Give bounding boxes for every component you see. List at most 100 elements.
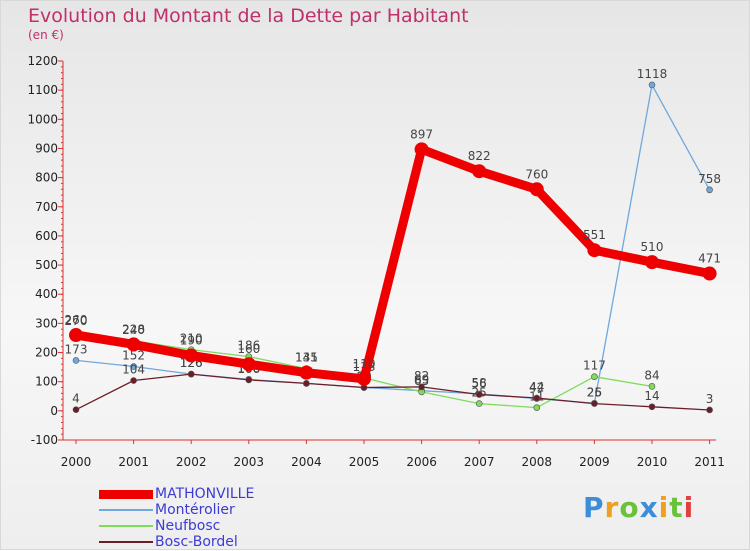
data-point [591, 400, 598, 407]
data-point [184, 348, 199, 363]
data-label: 270 [65, 314, 88, 328]
data-label: 145 [295, 351, 318, 365]
data-point [69, 328, 83, 343]
data-point [72, 357, 80, 364]
data-label: 822 [468, 149, 491, 163]
series-line-bosc-bordel [75, 373, 711, 411]
data-label: 1118 [637, 67, 668, 81]
data-label: 84 [644, 368, 659, 382]
x-tick-label: 2004 [291, 455, 322, 469]
data-point [702, 266, 717, 281]
data-label: 65 [414, 374, 429, 388]
data-label: 758 [698, 172, 721, 186]
proxiti-logo: Proxiti [583, 491, 695, 524]
legend-swatch-mathonville [99, 489, 153, 499]
legend-item-mathonville: MATHONVILLE [99, 486, 254, 502]
data-label: 152 [122, 349, 145, 363]
data-point [241, 357, 256, 372]
data-point [130, 377, 137, 384]
series-line-mathonville [71, 144, 715, 384]
y-tick-label: 900 [35, 141, 58, 155]
data-label: 173 [65, 342, 88, 356]
data-label: 186 [237, 339, 260, 353]
data-label: 56 [472, 377, 487, 391]
data-point [126, 337, 141, 352]
legend-swatch-bosc-bordel [99, 541, 153, 543]
legend-item-monterolier: Montérolier [99, 502, 254, 518]
x-tick-label: 2008 [522, 455, 553, 469]
data-label: 160 [237, 342, 260, 356]
chart-subtitle: (en €) [28, 28, 64, 42]
data-label: 240 [122, 323, 145, 337]
data-label: 25 [587, 386, 602, 400]
data-point [303, 380, 310, 387]
legend-label: Neufbosc [155, 518, 221, 534]
data-point [130, 363, 137, 370]
x-tick-label: 2001 [118, 455, 149, 469]
legend-label: Bosc-Bordel [155, 534, 238, 550]
data-label: 104 [122, 363, 145, 377]
legend-item-bosc-bordel: Bosc-Bordel [99, 534, 254, 550]
data-point [418, 383, 425, 391]
data-point [706, 186, 713, 194]
data-point [414, 142, 429, 157]
legend-swatch-monterolier [99, 509, 153, 511]
data-label: 26 [587, 385, 602, 399]
data-point [187, 370, 195, 378]
data-label: 69 [414, 373, 429, 387]
y-tick-label: 1200 [27, 54, 58, 68]
series-line-montérolier [75, 84, 711, 404]
legend-swatch-neufbosc [99, 525, 153, 527]
x-tick-label: 2000 [61, 455, 92, 469]
y-tick-label: 500 [35, 258, 58, 272]
data-point [587, 243, 602, 258]
data-label: 4 [72, 392, 80, 406]
data-point [648, 81, 656, 89]
x-tick-label: 2006 [406, 455, 437, 469]
data-label: 110 [353, 357, 376, 371]
data-point [533, 404, 541, 411]
legend-item-neufbosc: Neufbosc [99, 518, 254, 534]
data-label: 210 [180, 332, 203, 346]
data-label: 760 [525, 167, 548, 181]
legend-label: Montérolier [155, 502, 235, 518]
data-label: 190 [180, 333, 203, 347]
data-point [475, 391, 483, 398]
data-label: 228 [122, 322, 145, 336]
data-label: 82 [414, 369, 429, 383]
y-tick-label: 600 [35, 229, 58, 243]
data-label: 471 [698, 252, 721, 266]
chart-title: Evolution du Montant de la Dette par Hab… [28, 5, 469, 27]
legend: MATHONVILLE Montérolier Neufbosc Bosc-Bo… [99, 486, 254, 550]
y-tick-label: 0 [50, 404, 58, 418]
y-tick-label: 200 [35, 346, 58, 360]
data-point [475, 400, 483, 407]
data-point [299, 365, 314, 380]
data-label: 3 [706, 392, 714, 406]
data-point [529, 182, 544, 197]
data-label: 551 [583, 228, 606, 242]
x-tick-label: 2010 [637, 455, 668, 469]
data-label: 58 [472, 376, 487, 390]
y-tick-label: 400 [35, 287, 58, 301]
data-label: 131 [295, 351, 318, 365]
x-tick-label: 2007 [464, 455, 495, 469]
x-tick-label: 2003 [234, 455, 265, 469]
data-point [357, 371, 371, 386]
data-label: 42 [529, 381, 544, 395]
x-tick-label: 2011 [694, 455, 725, 469]
y-tick-label: 300 [35, 316, 58, 330]
data-label: 510 [641, 240, 664, 254]
x-tick-label: 2009 [579, 455, 610, 469]
data-point [645, 255, 659, 270]
legend-label: MATHONVILLE [155, 486, 255, 502]
y-tick-label: 100 [35, 375, 58, 389]
y-tick-label: 1100 [27, 83, 58, 97]
x-tick-label: 2002 [176, 455, 207, 469]
data-point [245, 376, 253, 384]
data-point [591, 373, 598, 381]
data-label: 14 [644, 389, 659, 403]
x-tick-label: 2005 [349, 455, 380, 469]
